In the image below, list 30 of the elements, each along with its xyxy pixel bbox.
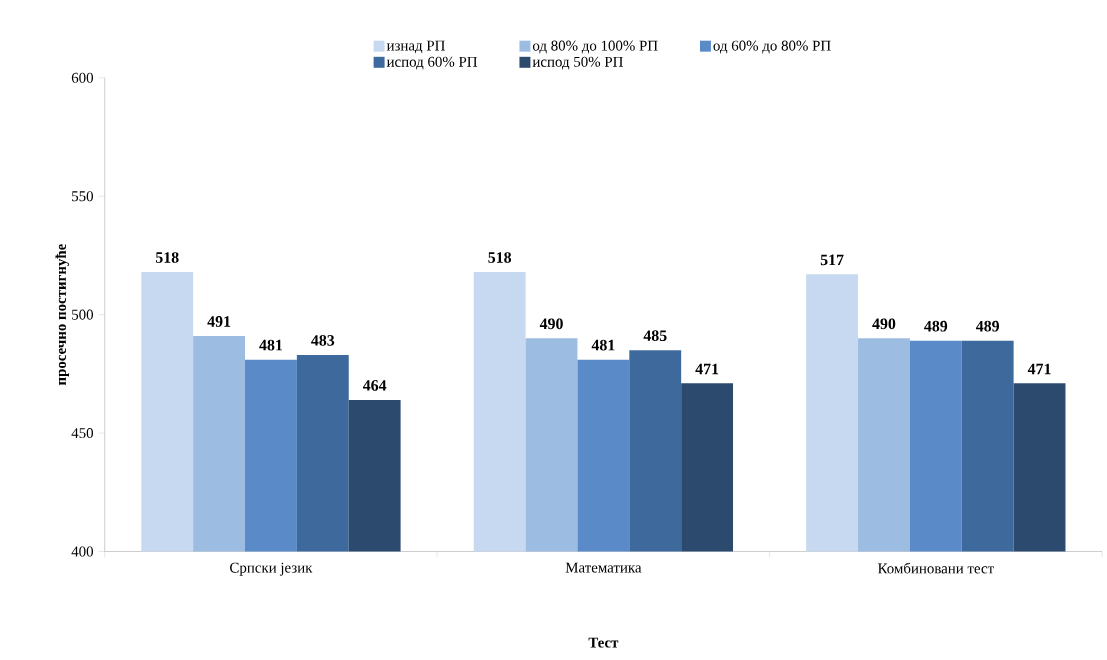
data-label: 485 — [643, 330, 667, 341]
legend-label: испод 50% РП — [532, 56, 623, 70]
x-tick-label: Комбиновани тест — [877, 562, 994, 574]
legend-label: испод 60% РП — [386, 56, 478, 70]
legend-label: изнад РП — [386, 40, 445, 54]
y-tick-label: 400 — [71, 546, 94, 557]
data-label: 518 — [488, 252, 512, 263]
y-tick-label: 450 — [71, 427, 94, 438]
data-label: 481 — [591, 339, 615, 351]
data-label: 518 — [155, 252, 179, 263]
data-label: 490 — [539, 318, 563, 330]
data-label: 517 — [820, 254, 844, 266]
x-tick-label: Српски језик — [230, 562, 313, 576]
data-label: 491 — [207, 316, 231, 327]
y-axis-title: просечно постигнуће — [55, 244, 70, 386]
data-label: 471 — [1027, 363, 1051, 375]
data-label: 489 — [975, 320, 1000, 332]
y-tick-label: 500 — [72, 309, 94, 320]
legend-label: од 60% до 80% РП — [713, 40, 831, 54]
data-label: 483 — [311, 334, 335, 346]
legend-label: од 80% до 100% РП — [532, 40, 658, 54]
x-tick-label: Математика — [565, 562, 642, 573]
y-tick-label: 600 — [71, 72, 94, 83]
data-label: 464 — [362, 379, 387, 391]
y-tick-label: 550 — [72, 191, 94, 202]
data-label: 490 — [872, 318, 896, 330]
data-label: 471 — [695, 363, 719, 375]
x-axis-title: Тест — [588, 637, 619, 648]
data-label: 489 — [924, 320, 948, 332]
data-label: 481 — [259, 339, 283, 351]
